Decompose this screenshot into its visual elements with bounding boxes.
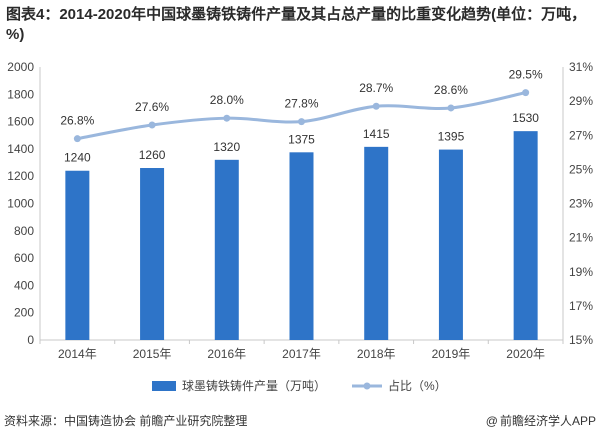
bar-value-label: 1240 [64,151,91,165]
bar [65,170,90,340]
bar [214,159,239,340]
y-left-tick-label: 1400 [7,142,34,156]
ratio-value-label: 27.8% [284,97,318,111]
y-right-tick-label: 31% [569,60,593,74]
bar [140,168,165,340]
y-left-tick-label: 1200 [7,169,34,183]
y-left-tick-label: 1800 [7,87,34,101]
x-tick-label: 2016年 [207,347,246,361]
y-left-tick-label: 600 [14,251,34,265]
bar-value-label: 1375 [288,132,315,146]
x-tick-label: 2020年 [506,347,545,361]
y-left-tick-label: 1600 [7,115,34,129]
at-sign-icon: @ [485,414,498,428]
y-left-tick-label: 200 [14,306,34,320]
y-right-tick-label: 17% [569,299,593,313]
ratio-value-label: 27.6% [135,100,169,114]
ratio-point [447,104,455,112]
y-right-tick-label: 25% [569,162,593,176]
bar-value-label: 1395 [438,130,465,144]
y-left-tick-label: 2000 [7,60,34,74]
y-right-tick-label: 15% [569,333,593,347]
legend-bar-label: 球墨铸铁铸件产量（万吨） [182,378,326,393]
source-note: 资料来源：中国铸造协会 前瞻产业研究院整理 [4,414,248,428]
bar [513,131,538,340]
y-right-tick-label: 23% [569,197,593,211]
y-left-tick-label: 400 [14,278,34,292]
ratio-value-label: 28.7% [359,81,393,95]
x-tick-label: 2018年 [357,347,396,361]
brand-credit: @ 前瞻经济学人APP [486,412,596,429]
ratio-point [298,118,305,126]
ratio-value-label: 29.5% [509,68,543,82]
bar [438,149,463,340]
ratio-value-label: 26.8% [60,114,94,128]
bar-value-label: 1260 [139,148,166,162]
ratio-point [148,121,156,129]
y-left-tick-label: 1000 [7,197,34,211]
y-right-tick-label: 27% [569,128,593,142]
bar [289,152,314,340]
y-left-tick-label: 0 [27,333,34,347]
ratio-value-label: 28.0% [210,93,244,107]
y-right-tick-label: 29% [569,94,593,108]
x-tick-label: 2017年 [282,347,321,361]
bar-value-label: 1530 [512,111,539,125]
y-left-tick-label: 800 [14,224,34,238]
y-right-tick-label: 19% [569,265,593,279]
legend-bar-swatch [152,381,176,391]
ratio-point [223,114,231,122]
y-right-tick-label: 21% [569,231,593,245]
ratio-point [522,89,530,97]
ratio-point [372,102,380,110]
chart-title: 图表4：2014-2020年中国球墨铸铁铸件产量及其占总产量的比重变化趋势(单位… [6,6,587,43]
x-tick-label: 2015年 [133,347,172,361]
bar-value-label: 1320 [213,140,240,154]
ratio-value-label: 28.6% [434,83,468,97]
bar-value-label: 1415 [363,127,390,141]
ratio-point [73,135,81,143]
bar [364,146,389,340]
x-tick-label: 2019年 [432,347,471,361]
legend-line-marker [363,382,371,390]
legend-line-label: 占比（%） [388,378,447,393]
brand-name: 前瞻经济学人APP [499,414,596,428]
x-tick-label: 2014年 [58,347,97,361]
